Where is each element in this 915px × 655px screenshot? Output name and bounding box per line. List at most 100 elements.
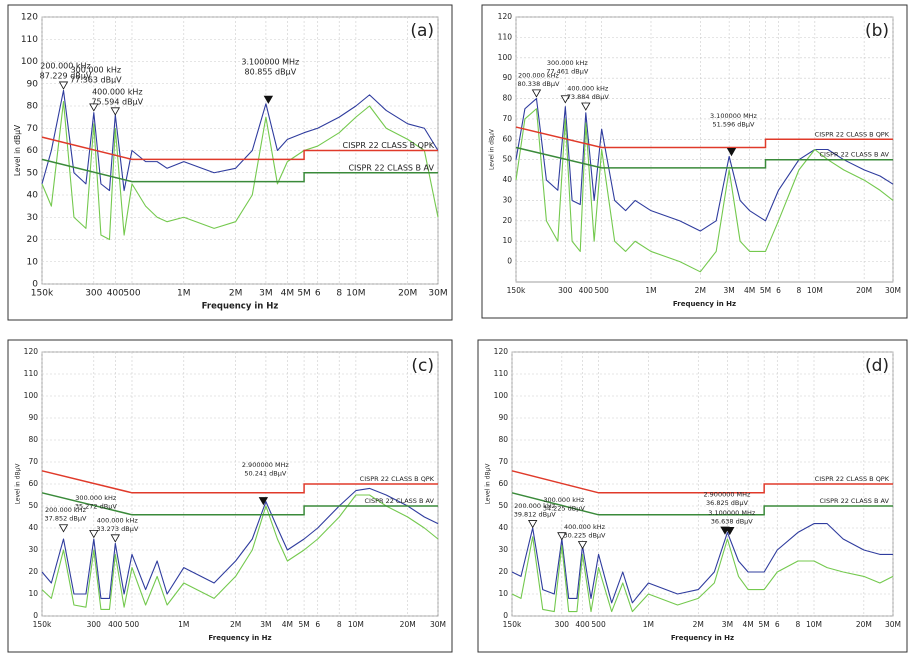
marker-label: 300.000 kHz xyxy=(543,496,585,504)
y-axis-label: Level in dBµV xyxy=(489,128,496,170)
marker-label: 51.596 dBµV xyxy=(713,120,756,128)
x-tick-label: 30M xyxy=(428,289,447,299)
x-tick-label: 20M xyxy=(856,286,872,295)
marker-label: 50.241 dBµV xyxy=(244,469,287,477)
x-tick-label: 5M xyxy=(759,620,770,629)
x-tick-label: 4M xyxy=(281,289,295,299)
x-tick-label: 8 xyxy=(796,620,801,629)
limit-line xyxy=(515,146,893,169)
y-tick-label: 100 xyxy=(21,57,38,67)
peak-marker xyxy=(527,520,538,529)
peak-marker xyxy=(263,95,274,104)
x-tick-label: 30M xyxy=(885,620,901,629)
y-tick-label: 80 xyxy=(498,435,508,444)
marker-label: 2.900000 MHz xyxy=(242,461,290,469)
y-tick-label: 30 xyxy=(502,195,512,204)
x-tick-label: 300 xyxy=(87,620,102,629)
peak-marker xyxy=(726,148,737,157)
x-tick-label: 10M xyxy=(807,286,823,295)
y-tick-label: 30 xyxy=(498,545,508,554)
marker-label: 36.638 dBµV xyxy=(711,517,754,525)
y-tick-label: 60 xyxy=(27,146,39,156)
x-tick-label: 300 xyxy=(558,286,573,295)
y-tick-label: 10 xyxy=(502,236,512,245)
x-tick-label: 500 xyxy=(123,289,140,299)
x-tick-label: 150k xyxy=(503,620,522,629)
x-tick-label: 1M xyxy=(178,620,189,629)
marker-label: 3.100000 MHz xyxy=(241,58,299,67)
y-tick-label: 120 xyxy=(21,13,38,23)
limit-line xyxy=(511,470,893,494)
marker-label: 87.229 dBµV xyxy=(40,71,92,80)
x-tick-label: 1M xyxy=(643,620,654,629)
peak-marker xyxy=(577,541,588,550)
y-tick-label: 0 xyxy=(32,280,38,290)
y-tick-label: 50 xyxy=(28,501,38,510)
y-tick-label: 110 xyxy=(24,369,39,378)
x-tick-label: 5M xyxy=(760,286,771,295)
x-tick-label: 150k xyxy=(507,286,526,295)
x-axis-label: Frequency in Hz xyxy=(202,302,279,312)
y-tick-label: 40 xyxy=(498,523,508,532)
x-tick-label: 30M xyxy=(885,286,901,295)
x-tick-label: 1M xyxy=(177,289,191,299)
limit-line xyxy=(511,492,893,516)
marker-label: 2.900000 MHz xyxy=(703,490,751,498)
peak-marker xyxy=(560,95,571,104)
x-tick-label: 2M xyxy=(693,620,704,629)
x-tick-label: 400 xyxy=(575,620,590,629)
y-tick-label: 110 xyxy=(494,369,509,378)
peak-marker xyxy=(89,530,99,539)
x-tick-label: 20M xyxy=(398,289,417,299)
x-tick-label: 8 xyxy=(797,286,802,295)
marker-label: 37.852 dBµV xyxy=(45,515,88,523)
spectrum-line xyxy=(41,494,439,610)
y-tick-label: 80 xyxy=(27,102,39,112)
peak-marker xyxy=(531,89,542,98)
limit-line xyxy=(41,136,438,161)
x-tick-label: 3M xyxy=(722,620,733,629)
limit-label: CISPR 22 CLASS B AV xyxy=(820,151,890,159)
peak-marker xyxy=(110,534,120,543)
x-tick-label: 5M xyxy=(298,620,309,629)
x-tick-label: 6 xyxy=(775,620,780,629)
marker-label: 200.000 kHz xyxy=(518,71,560,79)
y-tick-label: 60 xyxy=(28,479,38,488)
limit-label: CISPR 22 CLASS B AV xyxy=(365,497,435,505)
spectrum-line xyxy=(511,523,893,604)
x-tick-label: 6 xyxy=(315,289,321,299)
y-tick-label: 20 xyxy=(28,567,38,576)
marker-label: 300.000 kHz xyxy=(547,59,589,67)
y-tick-label: 50 xyxy=(502,155,512,164)
x-tick-label: 500 xyxy=(125,620,140,629)
y-tick-label: 90 xyxy=(498,413,508,422)
peak-marker xyxy=(725,526,735,536)
marker-label: 77.461 dBµV xyxy=(546,68,589,76)
limit-label: CISPR 22 CLASS B QPK xyxy=(360,475,435,483)
x-tick-label: 2M xyxy=(229,289,243,299)
y-tick-label: 120 xyxy=(24,347,39,356)
marker-label: 400.000 kHz xyxy=(567,85,609,93)
y-tick-label: 100 xyxy=(24,391,39,400)
y-tick-label: 90 xyxy=(28,413,38,422)
y-tick-label: 60 xyxy=(498,479,508,488)
y-tick-label: 70 xyxy=(27,124,39,134)
peak-marker xyxy=(110,107,120,116)
x-tick-label: 2M xyxy=(695,286,706,295)
marker-label: 200.000 kHz xyxy=(514,502,556,510)
x-axis-label: Frequency in Hz xyxy=(671,634,734,642)
x-tick-label: 8 xyxy=(337,620,342,629)
x-tick-label: 5M xyxy=(297,289,311,299)
marker-label: 75.594 dBµV xyxy=(91,97,143,106)
spectrum-line xyxy=(515,108,894,273)
x-tick-label: 6 xyxy=(315,620,320,629)
spectrum-line xyxy=(41,89,439,192)
x-tick-label: 1M xyxy=(645,286,656,295)
marker-label: 400.000 kHz xyxy=(564,523,606,531)
y-tick-label: 80 xyxy=(28,435,38,444)
marker-label: 36.825 dBµV xyxy=(706,499,749,507)
y-axis-label: Level in dBµV xyxy=(15,463,22,505)
y-tick-label: 10 xyxy=(498,589,508,598)
x-tick-label: 500 xyxy=(591,620,606,629)
